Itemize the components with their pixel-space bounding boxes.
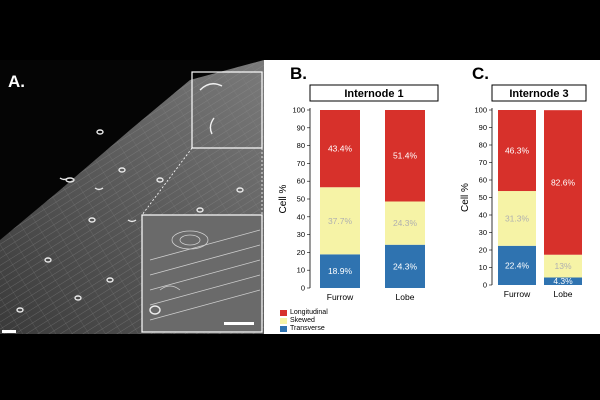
- legend-label: Skewed: [290, 317, 315, 324]
- y-tick-label: 50: [297, 195, 305, 204]
- chart-title: Internode 1: [344, 88, 403, 100]
- bar-segment-skewed: [498, 191, 536, 246]
- y-tick-label: 10: [479, 263, 487, 272]
- bar-segment-longitudinal: [320, 110, 360, 188]
- bar-data-label: 31.3%: [505, 213, 530, 223]
- x-tick-label: Lobe: [396, 292, 415, 302]
- panel-label-a: A.: [8, 72, 25, 91]
- bar-data-label: 51.4%: [393, 151, 418, 161]
- bar-data-label: 24.3%: [393, 218, 418, 228]
- scale-bar: [2, 330, 16, 333]
- microscopy-image: [0, 60, 264, 334]
- chart-title-box: [491, 84, 587, 102]
- y-tick-label: 10: [297, 266, 305, 275]
- legend-swatch-longitudinal: [280, 310, 287, 316]
- chart-title-box: [309, 84, 439, 102]
- x-tick-label: Lobe: [554, 289, 573, 299]
- bar-segment-transverse: [544, 277, 582, 285]
- bar-segment-longitudinal: [498, 110, 536, 192]
- bar-segment-longitudinal: [385, 110, 425, 202]
- bar-segment-transverse: [498, 245, 536, 285]
- y-tick-label: 0: [483, 281, 487, 290]
- bar-data-label: 37.7%: [328, 216, 353, 226]
- y-tick-label: 80: [297, 141, 305, 150]
- legend-item: Longitudinal: [280, 309, 328, 317]
- inset-box-top: [191, 71, 263, 149]
- bar-data-label: 22.4%: [505, 260, 530, 270]
- legend-label: Transverse: [290, 325, 325, 332]
- y-axis-label: Cell %: [278, 184, 289, 213]
- y-tick-label: 90: [479, 123, 487, 132]
- y-tick-label: 60: [479, 176, 487, 185]
- bar-data-label: 43.4%: [328, 144, 353, 154]
- legend-swatch-skewed: [280, 318, 287, 324]
- bar-segment-skewed: [385, 201, 425, 245]
- legend-label: Longitudinal: [290, 309, 328, 316]
- legend-swatch-transverse: [280, 326, 287, 332]
- bar-segment-transverse: [320, 254, 360, 288]
- bar-segment-skewed: [320, 187, 360, 255]
- scale-bar-inset: [224, 322, 254, 325]
- chart-title: Internode 3: [509, 88, 568, 100]
- y-axis-label: Cell %: [460, 183, 471, 212]
- y-tick-label: 80: [479, 141, 487, 150]
- panel-label-c: C.: [472, 64, 489, 83]
- bar-data-label: 4.3%: [553, 276, 573, 286]
- y-tick-label: 100: [292, 106, 305, 115]
- y-tick-label: 50: [479, 193, 487, 202]
- x-tick-label: Furrow: [504, 289, 531, 299]
- stomata-marks: [16, 129, 244, 313]
- y-tick-label: 20: [297, 248, 305, 257]
- y-tick-label: 0: [301, 284, 305, 293]
- bar-segment-transverse: [385, 244, 425, 288]
- y-tick-label: 30: [479, 228, 487, 237]
- bar-data-label: 24.3%: [393, 261, 418, 271]
- bar-data-label: 13%: [554, 261, 571, 271]
- bar-data-label: 18.9%: [328, 266, 353, 276]
- legend-item: Skewed: [280, 317, 328, 325]
- y-tick-label: 100: [474, 106, 487, 115]
- y-tick-label: 30: [297, 230, 305, 239]
- y-tick-label: 70: [479, 158, 487, 167]
- y-tick-label: 40: [297, 212, 305, 221]
- y-tick-label: 40: [479, 211, 487, 220]
- y-tick-label: 20: [479, 246, 487, 255]
- bar-segment-skewed: [544, 254, 582, 278]
- bar-segment-longitudinal: [544, 110, 582, 255]
- y-tick-label: 60: [297, 177, 305, 186]
- panel-label-b: B.: [290, 64, 307, 83]
- y-tick-label: 70: [297, 159, 305, 168]
- legend: Longitudinal Skewed Transverse: [280, 309, 328, 333]
- bar-data-label: 46.3%: [505, 146, 530, 156]
- legend-item: Transverse: [280, 325, 328, 333]
- y-tick-label: 90: [297, 123, 305, 132]
- x-tick-label: Furrow: [327, 292, 354, 302]
- bar-data-label: 82.6%: [551, 177, 576, 187]
